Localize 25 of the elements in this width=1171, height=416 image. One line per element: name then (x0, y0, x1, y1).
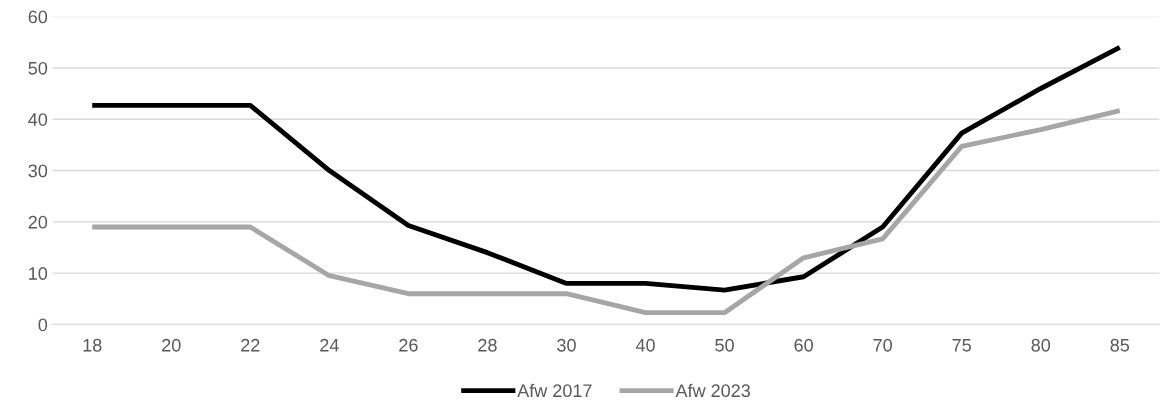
y-tick-label: 50 (28, 61, 48, 75)
y-tick-label: 20 (28, 215, 48, 229)
line-series (89, 108, 1123, 316)
x-tick-label: 28 (478, 338, 497, 352)
y-tick-label: 40 (28, 113, 48, 126)
legend-label: Afw 2023 (675, 383, 750, 398)
x-tick-label: 40 (635, 338, 655, 352)
x-tick-label: 85 (1110, 338, 1130, 352)
x-tick-label: 70 (873, 338, 892, 352)
line-series (89, 44, 1123, 293)
x-tick-label: 20 (162, 338, 181, 352)
y-tick-label: 0 (38, 318, 48, 332)
y-tick-label: 60 (28, 10, 48, 24)
y-tick-label: 10 (29, 267, 48, 280)
x-tick-label: 18 (83, 338, 102, 352)
x-tick-label: 50 (715, 338, 734, 352)
x-tick-label: 26 (399, 338, 418, 352)
x-tick-label: 30 (557, 338, 576, 352)
x-tick-label: 75 (952, 339, 971, 352)
x-tick-label: 24 (320, 338, 339, 352)
legend-label: Afw 2017 (517, 383, 592, 398)
y-tick-label: 30 (28, 164, 48, 178)
x-tick-label: 60 (794, 338, 813, 352)
x-tick-label: 22 (241, 338, 260, 352)
x-tick-label: 80 (1031, 338, 1051, 352)
